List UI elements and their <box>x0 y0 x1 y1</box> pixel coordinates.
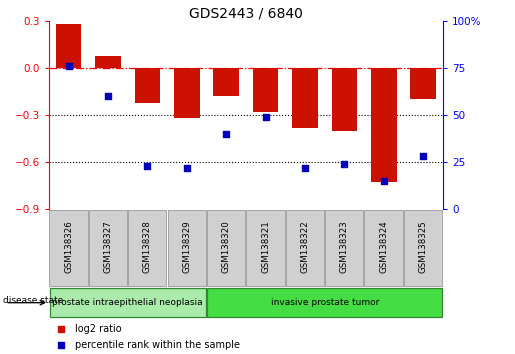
Point <box>349 141 357 146</box>
FancyBboxPatch shape <box>286 210 324 286</box>
Text: invasive prostate tumor: invasive prostate tumor <box>270 298 379 307</box>
Text: disease state: disease state <box>3 296 63 306</box>
FancyBboxPatch shape <box>50 288 205 317</box>
FancyBboxPatch shape <box>49 210 88 286</box>
FancyBboxPatch shape <box>128 210 166 286</box>
Bar <box>410 68 436 99</box>
FancyBboxPatch shape <box>325 210 363 286</box>
FancyBboxPatch shape <box>167 210 205 286</box>
Text: GSM138321: GSM138321 <box>261 220 270 273</box>
Text: GSM138320: GSM138320 <box>222 220 231 273</box>
Bar <box>95 56 121 68</box>
Bar <box>56 24 81 68</box>
Point <box>143 163 151 169</box>
FancyBboxPatch shape <box>404 210 442 286</box>
Bar <box>253 68 279 112</box>
Text: GSM138326: GSM138326 <box>64 220 73 273</box>
Title: GDS2443 / 6840: GDS2443 / 6840 <box>189 6 303 20</box>
Point <box>340 161 349 167</box>
FancyBboxPatch shape <box>246 210 284 286</box>
Point <box>222 131 230 137</box>
Bar <box>134 68 160 103</box>
Bar <box>174 68 200 118</box>
FancyBboxPatch shape <box>207 210 245 286</box>
Point <box>380 178 388 183</box>
Text: GSM138329: GSM138329 <box>182 220 191 273</box>
Bar <box>371 68 397 182</box>
Text: prostate intraepithelial neoplasia: prostate intraepithelial neoplasia <box>53 298 203 307</box>
FancyBboxPatch shape <box>365 210 403 286</box>
Point <box>262 114 270 120</box>
Bar <box>213 68 239 96</box>
Text: GSM138324: GSM138324 <box>380 220 388 273</box>
Bar <box>332 68 357 131</box>
Text: GSM138322: GSM138322 <box>301 220 310 273</box>
Bar <box>292 68 318 127</box>
Point <box>419 154 427 159</box>
Point <box>349 282 357 288</box>
Point <box>104 93 112 99</box>
Point <box>64 63 73 69</box>
Text: GSM138328: GSM138328 <box>143 220 152 273</box>
Text: percentile rank within the sample: percentile rank within the sample <box>75 340 239 350</box>
Text: GSM138323: GSM138323 <box>340 220 349 273</box>
Text: log2 ratio: log2 ratio <box>75 324 121 334</box>
Point <box>183 165 191 170</box>
Text: GSM138325: GSM138325 <box>419 220 427 273</box>
Point <box>301 165 309 170</box>
Text: GSM138327: GSM138327 <box>104 220 112 273</box>
FancyBboxPatch shape <box>89 210 127 286</box>
FancyBboxPatch shape <box>208 288 442 317</box>
